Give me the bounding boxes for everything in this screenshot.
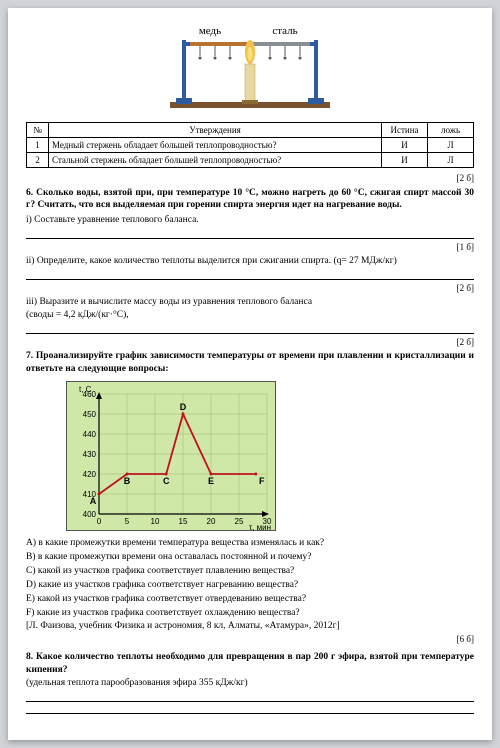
answer-blank xyxy=(26,229,474,239)
score-label: [6 б] xyxy=(26,633,474,645)
col-num: № xyxy=(27,123,49,138)
q7-text: 7. Проанализируйте график зависимости те… xyxy=(26,351,474,374)
answer-blank xyxy=(26,324,474,334)
answer-blank xyxy=(26,692,474,702)
cell-true: И xyxy=(382,153,428,168)
score-label: [1 б] xyxy=(26,241,474,253)
col-stmt: Утверждения xyxy=(49,123,382,138)
score-label: [2 б] xyxy=(26,172,474,184)
svg-text:10: 10 xyxy=(151,517,160,526)
q7-f: F) какие из участков графика соответству… xyxy=(26,607,474,620)
q6-i: i) Составьте уравнение теплового баланса… xyxy=(26,214,474,227)
svg-text:25: 25 xyxy=(235,517,244,526)
svg-text:D: D xyxy=(180,402,187,412)
svg-text:420: 420 xyxy=(83,470,97,479)
answer-blank xyxy=(26,704,474,714)
svg-text:15: 15 xyxy=(179,517,188,526)
q6-prompt: 6. Сколько воды, взятой при, при темпера… xyxy=(26,187,474,213)
svg-text:B: B xyxy=(124,476,131,486)
q6-iii: iii) Выразите и вычислите массу воды из … xyxy=(26,296,474,309)
q8-note: (удельная теплота парообразования эфира … xyxy=(26,677,474,690)
svg-text:C: C xyxy=(163,476,170,486)
q7-ref: [Л. Фаизова, учебник Физика и астрономия… xyxy=(26,620,474,633)
cell-false: Л xyxy=(428,153,474,168)
apparatus-diagram: медь сталь xyxy=(160,22,340,112)
q8-prompt: 8. Какое количество теплоты необходимо д… xyxy=(26,651,474,677)
col-false: ложь xyxy=(428,123,474,138)
svg-text:0: 0 xyxy=(97,517,102,526)
label-steel: сталь xyxy=(272,25,297,37)
svg-text:τ, мин: τ, мин xyxy=(249,523,271,532)
svg-text:440: 440 xyxy=(83,430,97,439)
svg-text:450: 450 xyxy=(83,410,97,419)
worksheet-page: медь сталь № Утверждения Истина ложь 1 М… xyxy=(8,8,492,740)
q7-prompt: 7. Проанализируйте график зависимости те… xyxy=(26,350,474,376)
q7-e: E) какой из участков графика соответству… xyxy=(26,593,474,606)
col-true: Истина xyxy=(382,123,428,138)
cell-false: Л xyxy=(428,138,474,153)
q8-text: 8. Какое количество теплоты необходимо д… xyxy=(26,652,474,675)
apparatus-diagram-wrap: медь сталь xyxy=(26,22,474,112)
cell-num: 2 xyxy=(27,153,49,168)
assertion-table: № Утверждения Истина ложь 1 Медный стерж… xyxy=(26,122,474,168)
cell-num: 1 xyxy=(27,138,49,153)
cell-true: И xyxy=(382,138,428,153)
table-row: 2 Стальной стержень обладает большей теп… xyxy=(27,153,474,168)
svg-text:A: A xyxy=(90,496,97,506)
q6-ii: ii) Определите, какое количество теплоты… xyxy=(26,255,474,268)
svg-text:20: 20 xyxy=(207,517,216,526)
q7-chart: 400410420430440450460051015202530t, Cτ, … xyxy=(66,381,276,531)
q6-text: 6. Сколько воды, взятой при, при темпера… xyxy=(26,188,474,211)
table-row: 1 Медный стержень обладает большей тепло… xyxy=(27,138,474,153)
score-label: [2 б] xyxy=(26,336,474,348)
q7-a: A) в какие промежутки времени температур… xyxy=(26,537,474,550)
svg-text:5: 5 xyxy=(125,517,130,526)
svg-text:t, C: t, C xyxy=(79,385,92,394)
q7-d: D) какие из участков графика соответству… xyxy=(26,579,474,592)
svg-text:E: E xyxy=(208,476,214,486)
svg-text:F: F xyxy=(259,476,265,486)
svg-text:400: 400 xyxy=(83,510,97,519)
q6-iii-note: (своды = 4,2 кДж/(кг·°С), xyxy=(26,309,474,322)
cell-stmt: Медный стержень обладает большей теплопр… xyxy=(49,138,382,153)
q7-subquestions: A) в какие промежутки времени температур… xyxy=(26,537,474,633)
q7-b: B) в какие промежутки времени она остава… xyxy=(26,551,474,564)
answer-blank xyxy=(26,270,474,280)
table-header-row: № Утверждения Истина ложь xyxy=(27,123,474,138)
score-label: [2 б] xyxy=(26,282,474,294)
label-copper: медь xyxy=(199,25,221,37)
q7-c: C) какой из участков графика соответству… xyxy=(26,565,474,578)
cell-stmt: Стальной стержень обладает большей тепло… xyxy=(49,153,382,168)
q7-chart-wrap: 400410420430440450460051015202530t, Cτ, … xyxy=(66,381,474,531)
svg-text:430: 430 xyxy=(83,450,97,459)
